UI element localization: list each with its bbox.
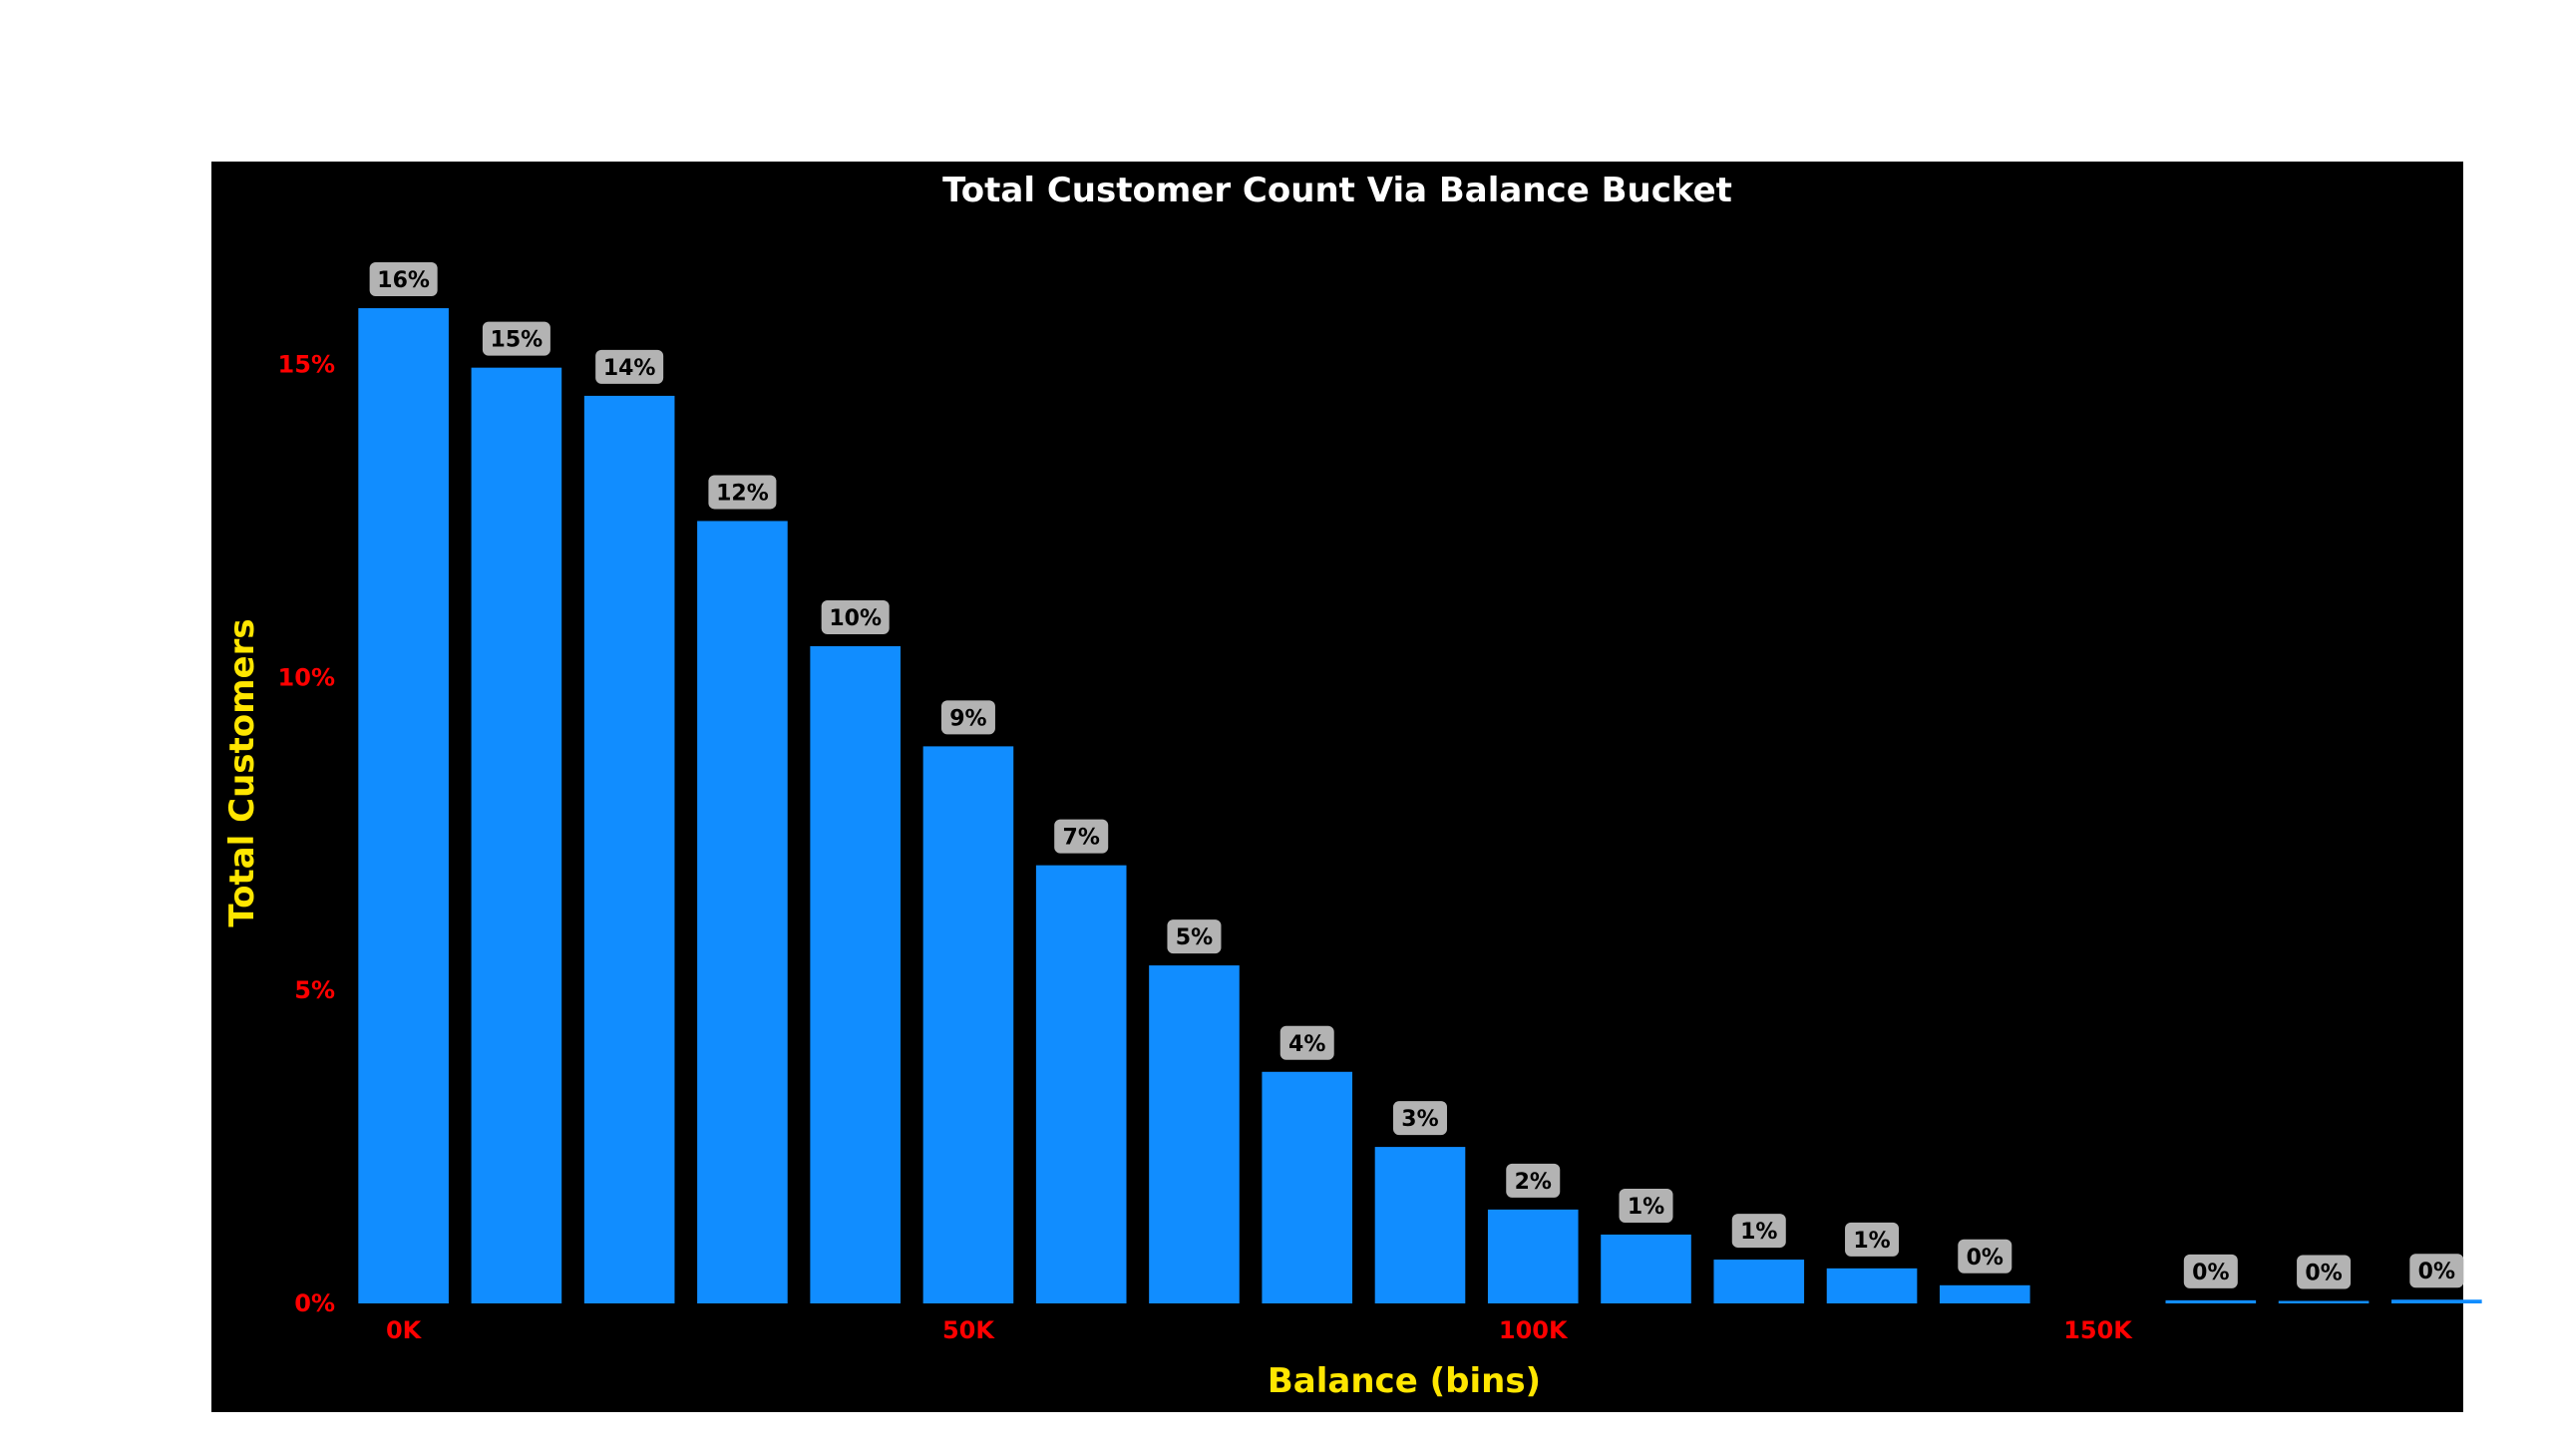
data-label-box [482, 321, 550, 356]
x-tick-label: 100K [1499, 1316, 1569, 1344]
data-label: 1% [1740, 1220, 1777, 1245]
x-axis-ticks: 0K 50K 100K 150K [386, 1316, 2133, 1344]
data-label-box [1731, 1214, 1786, 1249]
data-label-box [708, 475, 777, 510]
data-label: 7% [1063, 826, 1100, 851]
data-label: 12% [716, 481, 769, 506]
x-tick-label: 50K [942, 1316, 995, 1344]
data-label-box [1506, 1163, 1561, 1198]
bar [1939, 1284, 2030, 1303]
y-tick-label: 10% [278, 663, 335, 691]
y-tick-label: 5% [294, 976, 335, 1004]
data-label: 2% [1515, 1170, 1552, 1195]
bar [1035, 865, 1127, 1303]
data-label-box [1619, 1188, 1673, 1223]
data-label: 16% [377, 268, 430, 293]
data-labels: 16% 15% 14% 12% 10% 9% 7% 5% 4% 3% 2% 1% 1% 1% 0% 0% 0% 0… [369, 262, 2464, 1289]
data-label: 1% [1853, 1229, 1890, 1254]
x-tick-label: 0K [386, 1316, 423, 1344]
bar [2278, 1300, 2370, 1303]
data-label-box [1845, 1222, 1900, 1257]
data-label-box [1392, 1101, 1447, 1136]
bar [1826, 1268, 1918, 1303]
bar [922, 746, 1014, 1303]
bar [1149, 965, 1240, 1303]
bar [810, 645, 901, 1303]
data-label: 1% [1628, 1195, 1664, 1220]
data-label-box [940, 700, 995, 735]
data-label: 10% [829, 606, 882, 631]
data-label: 4% [1288, 1032, 1325, 1057]
bar [2391, 1299, 2482, 1303]
x-tick-label: 150K [2063, 1316, 2133, 1344]
data-label: 3% [1401, 1107, 1438, 1132]
data-label-box [2409, 1254, 2464, 1288]
data-label: 5% [1176, 925, 1213, 950]
data-label-box [1054, 819, 1109, 854]
bar [2165, 1299, 2257, 1303]
bar [1713, 1260, 1805, 1303]
data-label-box [2297, 1255, 2352, 1289]
data-label: 14% [603, 356, 656, 381]
x-axis-title: Balance (bins) [1268, 1361, 1541, 1401]
data-label-box [369, 262, 438, 297]
y-axis-ticks: 0% 5% 10% 15% [278, 351, 335, 1317]
y-tick-label: 15% [278, 351, 335, 379]
data-label: 9% [949, 706, 986, 731]
data-label-box [821, 599, 890, 634]
bar [358, 308, 449, 1304]
data-label-box [1279, 1025, 1334, 1060]
chart-title: Total Customer Count Via Balance Bucket [942, 171, 1732, 210]
data-label-box [595, 349, 664, 384]
bar [1374, 1147, 1466, 1303]
bar [1601, 1234, 1691, 1303]
data-label: 0% [2192, 1261, 2229, 1285]
y-tick-label: 0% [294, 1289, 335, 1317]
bars [358, 308, 2482, 1304]
bar [471, 367, 562, 1304]
bar [1262, 1071, 1353, 1303]
data-label: 0% [1967, 1246, 2004, 1271]
data-label: 0% [2305, 1261, 2342, 1285]
data-label: 15% [491, 328, 544, 353]
bar [1487, 1209, 1579, 1303]
data-label: 0% [2418, 1260, 2455, 1284]
y-axis-title: Total Customers [222, 618, 262, 926]
data-label-box [2183, 1254, 2238, 1288]
bar [697, 521, 788, 1303]
bar [583, 395, 675, 1304]
data-label-box [1167, 919, 1222, 954]
data-label-box [1958, 1239, 2012, 1274]
